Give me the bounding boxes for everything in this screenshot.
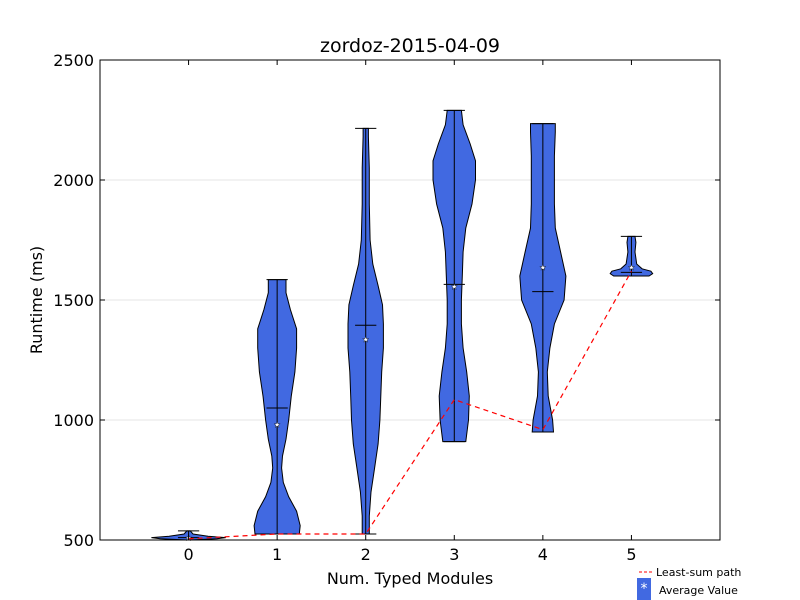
mean-star-marker	[539, 264, 547, 271]
y-tick-label: 1000	[53, 411, 94, 430]
y-axis-label: Runtime (ms)	[27, 246, 46, 354]
mean-star-marker	[450, 283, 458, 290]
mean-star-marker	[362, 336, 370, 343]
legend-least-sum-label: Least-sum path	[656, 566, 741, 579]
least-sum-path-group	[188, 270, 632, 540]
grid-lines	[100, 179, 720, 421]
mean-star-marker	[273, 421, 281, 428]
least-sum-path-line	[188, 270, 632, 540]
chart-title: zordoz-2015-04-09	[320, 35, 500, 57]
x-tick-label: 3	[449, 545, 459, 564]
x-tick-label: 4	[538, 545, 548, 564]
x-tick-label: 0	[183, 545, 193, 564]
x-tick-label: 1	[272, 545, 282, 564]
violin-group	[151, 109, 654, 542]
y-tick-label: 2000	[53, 171, 94, 190]
mean-star-marker	[627, 264, 636, 271]
y-tick-label: 2500	[53, 51, 94, 70]
x-axis-label: Num. Typed Modules	[327, 569, 493, 588]
legend-average-swatch	[637, 578, 651, 600]
legend: Least-sum path * Average Value	[637, 566, 741, 600]
x-tick-label: 5	[626, 545, 636, 564]
legend-star-icon: *	[641, 581, 648, 597]
y-tick-label: 1500	[53, 291, 94, 310]
x-tick-label: 2	[361, 545, 371, 564]
axis-ticks: 500 1000 1500 2000 2500 0 1 2 3 4 5	[53, 51, 720, 564]
y-tick-label: 500	[63, 531, 94, 550]
legend-average-label: Average Value	[659, 584, 738, 597]
